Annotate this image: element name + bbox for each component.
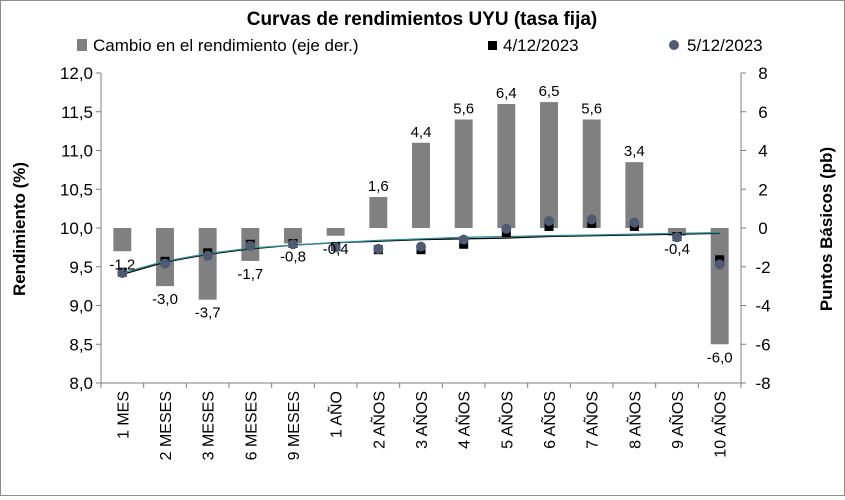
- x-tick-label: 5 AÑOS: [496, 391, 516, 449]
- point-5-12-2023: [714, 259, 725, 270]
- bar-data-label: 3,4: [624, 143, 645, 160]
- bar-data-label: -0,4: [664, 241, 690, 258]
- y-left-tick-label: 10,0: [60, 219, 93, 238]
- y-right-tick-label: -4: [755, 297, 770, 316]
- y-right-tick-label: 8: [758, 64, 767, 83]
- x-tick-label: 2 MESES: [158, 391, 175, 460]
- change-bar: [113, 228, 132, 252]
- bar-data-label: -1,7: [237, 266, 263, 283]
- y-left-tick-label: 11,5: [61, 103, 93, 122]
- change-bar: [326, 228, 345, 236]
- y-left-tick-label: 8,5: [69, 335, 93, 354]
- point-5-12-2023: [373, 243, 384, 254]
- y-left-tick-label: 10,5: [60, 180, 93, 199]
- point-5-12-2023: [629, 217, 640, 228]
- y-axis-right-label: Puntos Básicos (pb): [817, 147, 836, 311]
- chart-title: Curvas de rendimientos UYU (tasa fija): [247, 9, 598, 30]
- y-right-tick-label: 0: [758, 219, 767, 238]
- bar-data-label: 6,5: [539, 83, 560, 100]
- bar-data-label: -0,4: [323, 241, 349, 258]
- point-4-12-2023: [544, 221, 554, 231]
- point-5-12-2023: [501, 223, 512, 234]
- point-5-12-2023: [288, 239, 298, 250]
- change-bar: [625, 162, 644, 228]
- point-5-12-2023: [330, 242, 341, 253]
- change-bar: [582, 119, 601, 228]
- x-tick-label: 9 AÑOS: [667, 391, 687, 449]
- change-bar: [710, 228, 729, 345]
- x-tick-label: 2 AÑOS: [368, 391, 388, 449]
- x-tick-label: 7 AÑOS: [582, 391, 602, 449]
- y-right-tick-label: -8: [755, 374, 770, 393]
- point-5-12-2023: [416, 241, 426, 252]
- bar-data-label: -3,7: [195, 305, 221, 322]
- change-bar: [198, 228, 217, 300]
- y-right-tick-label: 4: [758, 142, 767, 161]
- y-right-tick-label: -2: [755, 258, 770, 277]
- legend-label-4-12-2023: 4/12/2023: [503, 36, 579, 55]
- x-tick-label: 3 AÑOS: [411, 391, 431, 449]
- legend-bar-swatch: [77, 39, 87, 51]
- y-axis-left-label: Rendimiento (%): [10, 162, 29, 296]
- x-tick-label: 6 AÑOS: [539, 391, 559, 449]
- x-tick-label: 10 AÑOS: [710, 391, 730, 458]
- x-tick-label: 1 MES: [115, 391, 132, 439]
- legend-label-change: Cambio en el rendimiento (eje der.): [93, 36, 359, 55]
- bar-data-label: 1,6: [368, 178, 389, 195]
- point-5-12-2023: [202, 250, 213, 261]
- bar-data-label: -0,8: [280, 249, 306, 266]
- point-5-12-2023: [117, 267, 128, 278]
- point-5-12-2023: [245, 240, 256, 251]
- point-5-12-2023: [544, 216, 554, 227]
- x-tick-label: 1 AÑO: [326, 391, 346, 438]
- change-bar: [412, 142, 430, 228]
- point-5-12-2023: [160, 258, 170, 269]
- change-bar: [540, 102, 558, 228]
- trend-line: [122, 232, 720, 274]
- change-bar: [454, 119, 473, 228]
- y-left-tick-label: 11,0: [61, 142, 93, 161]
- x-tick-label: 6 MESES: [243, 391, 260, 460]
- trend-line: [122, 232, 720, 276]
- point-5-12-2023: [458, 234, 469, 245]
- bar-data-label: 5,6: [581, 101, 602, 118]
- x-tick-label: 4 AÑOS: [454, 391, 474, 449]
- legend: Cambio en el rendimiento (eje der.) 4/12…: [77, 36, 763, 55]
- legend-label-5-12-2023: 5/12/2023: [687, 36, 763, 55]
- y-left-tick-label: 9,5: [69, 258, 93, 277]
- y-left-tick-label: 9,0: [69, 297, 93, 316]
- x-tick-label: 9 MESES: [286, 391, 303, 460]
- point-5-12-2023: [672, 232, 682, 243]
- y-right-tick-label: -6: [755, 335, 770, 354]
- bar-data-label: -1,2: [109, 256, 135, 273]
- bar-data-label: -6,0: [707, 349, 733, 366]
- bar-data-label: 5,6: [453, 101, 474, 118]
- x-tick-label: 3 MESES: [201, 391, 218, 460]
- y-right-tick-label: 2: [758, 180, 767, 199]
- bar-data-label: 6,4: [496, 85, 517, 102]
- bar-data-label: -3,0: [152, 291, 178, 308]
- y-left-tick-label: 12,0: [60, 64, 93, 83]
- bar-data-label: 4,4: [411, 124, 432, 141]
- legend-circle-marker: [669, 40, 679, 50]
- legend-square-marker: [488, 41, 497, 50]
- change-bar: [668, 228, 686, 236]
- change-bar: [369, 197, 388, 228]
- x-tick-label: 8 AÑOS: [624, 391, 644, 449]
- y-left-tick-label: 8,0: [69, 374, 93, 393]
- change-bar: [497, 104, 516, 228]
- plot-area: 8,0 8,5 9,0 9,5 10,0 10,5 11,0 11,5 12,0 -8 -6 -4 -2…: [60, 64, 771, 460]
- point-5-12-2023: [586, 214, 597, 225]
- y-right-tick-label: 6: [758, 103, 767, 122]
